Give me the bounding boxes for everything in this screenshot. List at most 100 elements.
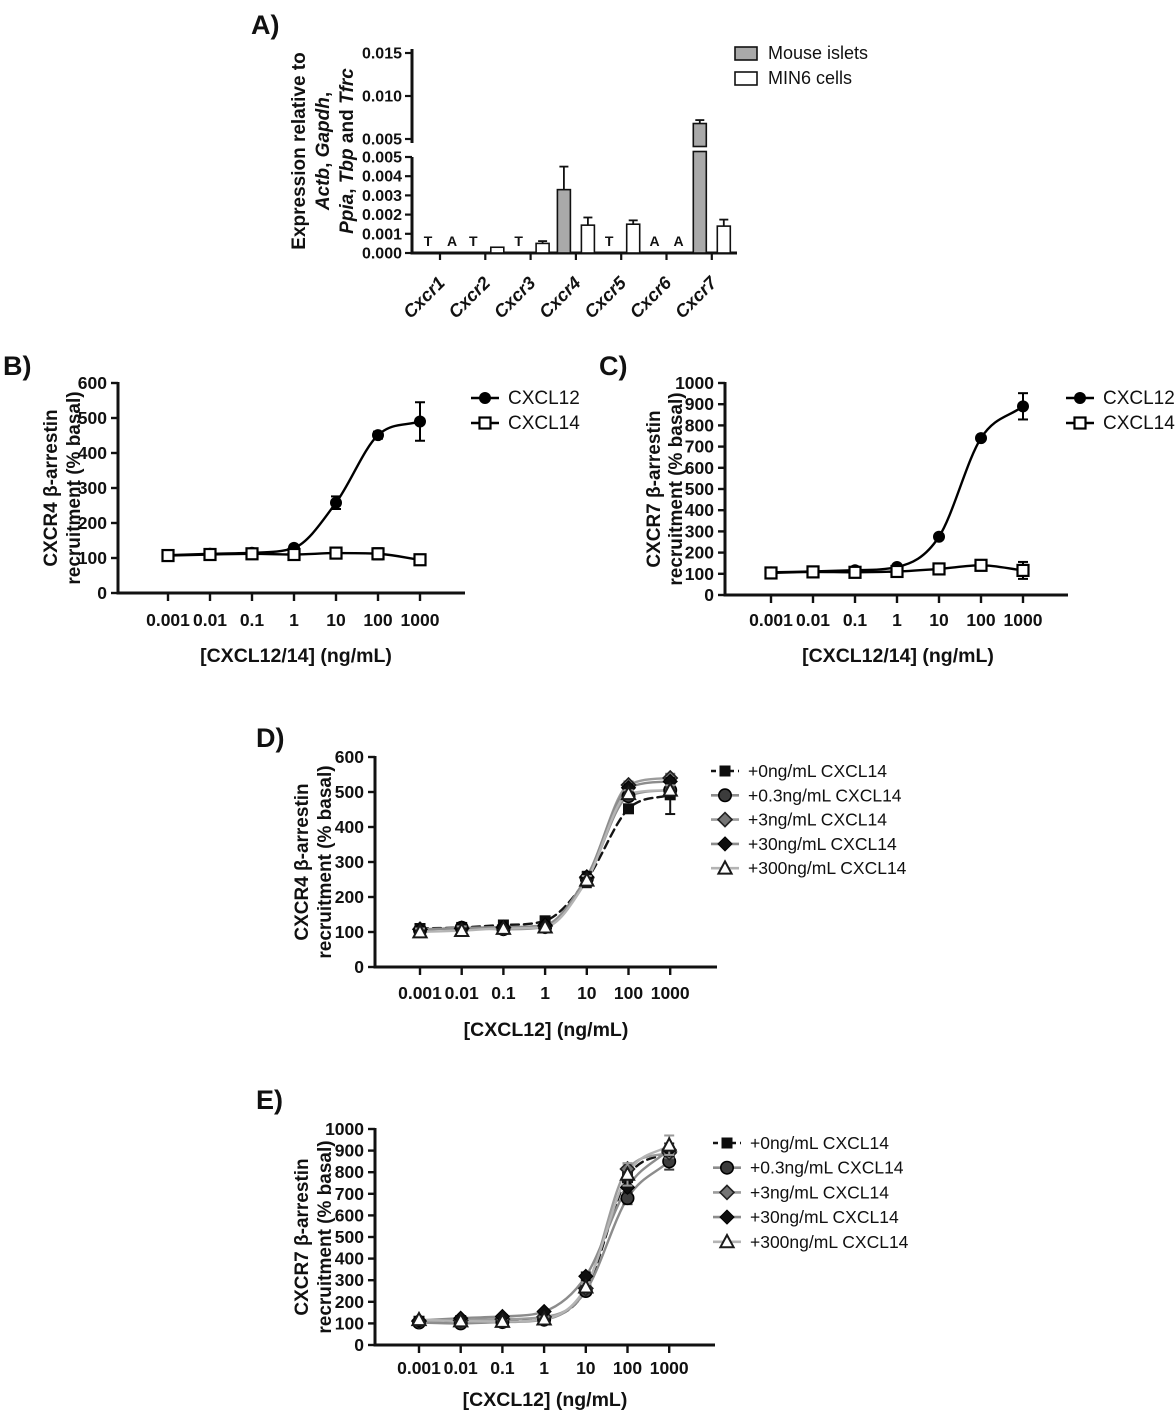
- y-tick-label: 0.003: [362, 188, 402, 205]
- bar: [716, 225, 732, 254]
- y-tick-label: 0.005: [362, 150, 402, 167]
- y-tick-label: 0.010: [362, 89, 402, 106]
- y-axis-title: recruitment (% basal): [666, 392, 687, 585]
- x-tick-label: 1: [289, 610, 299, 630]
- data-point-circle-filled: [330, 496, 342, 509]
- x-tick-label: 0.01: [796, 610, 830, 630]
- y-axis-title: Ppia, Tbp and Tfrc: [337, 68, 358, 234]
- legend-c: CXCL12 CXCL14: [1066, 388, 1175, 434]
- data-point-triangle-open: [536, 918, 554, 934]
- x-tick-label: Cxcr1: [399, 273, 449, 323]
- y-tick-label: 800: [685, 415, 714, 435]
- x-tick-label: Cxcr6: [626, 272, 676, 322]
- x-tick-label: Cxcr3: [490, 273, 540, 323]
- data-point-square-open: [974, 558, 988, 572]
- bar: [556, 188, 572, 254]
- not-detected-letter: T: [469, 233, 478, 249]
- bar-upper-piece: [692, 122, 708, 148]
- data-point-triangle-open: [452, 1312, 469, 1328]
- data-point-square-open: [203, 547, 217, 562]
- y-axis-title: Actb, Gapdh,: [313, 92, 334, 211]
- y-tick-label: 0.005: [362, 132, 402, 149]
- data-point-triangle-open: [453, 921, 470, 937]
- y-tick-label: 0.015: [362, 46, 402, 63]
- data-point-triangle-open: [495, 919, 512, 935]
- x-axis-title: [CXCL12/14] (ng/mL): [200, 645, 392, 667]
- y-tick-label: 500: [78, 408, 107, 428]
- y-tick-label: 300: [685, 521, 714, 541]
- y-tick-label: 0.004: [362, 169, 402, 186]
- legend-item-label: CXCL12: [508, 388, 580, 409]
- data-point-circle-filled: [372, 429, 384, 442]
- legend-b: CXCL12 CXCL14: [471, 388, 580, 434]
- x-tick-label: 1: [892, 610, 902, 630]
- y-tick-label: 300: [78, 478, 107, 498]
- bar-lower-piece: [692, 150, 708, 254]
- x-tick-label: 0.01: [445, 983, 479, 1003]
- y-tick-label: 100: [685, 564, 714, 584]
- y-axis-title: CXCR4 β-arrestin: [292, 783, 313, 940]
- y-tick-label: 700: [685, 437, 714, 457]
- y-tick-label: 0: [354, 957, 364, 977]
- x-tick-label: 0.1: [240, 610, 265, 630]
- legend-item-label: +0ng/mL CXCL14: [750, 1133, 889, 1153]
- panel-c-label: C): [599, 351, 628, 381]
- x-tick-label: 0.1: [490, 1358, 515, 1378]
- y-tick-label: 0.001: [362, 226, 402, 243]
- legend-swatch: [734, 46, 758, 61]
- y-axis-title: CXCR7 β-arrestin: [644, 410, 665, 567]
- x-tick-label: 10: [929, 610, 949, 630]
- y-tick-label: 100: [78, 548, 107, 568]
- data-point-circle-filled: [1074, 392, 1086, 404]
- legend-item-label: +30ng/mL CXCL14: [748, 834, 897, 854]
- data-point-square-filled: [623, 803, 634, 815]
- y-tick-label: 100: [335, 922, 364, 942]
- y-tick-label: 600: [335, 747, 364, 767]
- series-curve: [166, 420, 422, 557]
- x-tick-label: 1000: [651, 983, 690, 1003]
- data-point-square-open: [764, 566, 778, 580]
- panel-a-label: A): [251, 10, 280, 40]
- data-point-diamond-black: [719, 1209, 735, 1225]
- legend-swatch: [734, 71, 758, 86]
- data-point-square-open: [890, 564, 904, 579]
- data-point-triangle-open: [410, 1310, 428, 1327]
- data-point-square-open: [161, 548, 175, 563]
- data-point-triangle-open: [718, 1232, 736, 1249]
- x-tick-label: 1: [540, 983, 550, 1003]
- data-point-square-open: [932, 562, 946, 576]
- not-detected-letter: A: [673, 233, 683, 249]
- series-curve: [418, 793, 672, 930]
- legend-item-label: +0ng/mL CXCL14: [748, 761, 887, 781]
- panel-b-label: B): [3, 351, 32, 381]
- y-tick-label: 500: [335, 1227, 364, 1247]
- x-tick-label: 0.01: [193, 610, 227, 630]
- legend-item-label: CXCL12: [1103, 388, 1175, 409]
- y-tick-label: 400: [685, 500, 714, 520]
- y-axis-title: recruitment (% basal): [315, 765, 336, 958]
- data-point-triangle-open: [577, 1278, 595, 1294]
- y-tick-label: 600: [685, 458, 714, 478]
- data-point-triangle-open: [535, 1310, 553, 1326]
- data-point-triangle-open: [716, 859, 734, 875]
- y-tick-label: 600: [78, 373, 107, 393]
- y-tick-label: 400: [335, 817, 364, 837]
- data-point-square-open: [371, 547, 385, 561]
- x-axis-title: [CXCL12] (ng/mL): [464, 1019, 629, 1041]
- data-point-triangle-open: [619, 1165, 636, 1181]
- x-tick-label: 1000: [650, 1358, 689, 1378]
- y-tick-label: 300: [335, 852, 364, 872]
- data-point-diamond-gray: [716, 811, 734, 828]
- y-tick-label: 1000: [325, 1119, 364, 1139]
- data-point-triangle-open: [411, 923, 429, 939]
- x-tick-label: 0.1: [491, 983, 516, 1003]
- y-tick-label: 100: [335, 1313, 364, 1333]
- data-point-square-open: [329, 546, 343, 560]
- panel-b-plot: 0 100 200 300 400 500 600 0.001 0.01 0.1 1 10 100 100…: [41, 373, 465, 667]
- x-tick-label: 0.001: [397, 1358, 441, 1378]
- data-point-square-open: [1016, 563, 1030, 578]
- y-tick-label: 500: [335, 782, 364, 802]
- y-tick-label: 300: [335, 1270, 364, 1290]
